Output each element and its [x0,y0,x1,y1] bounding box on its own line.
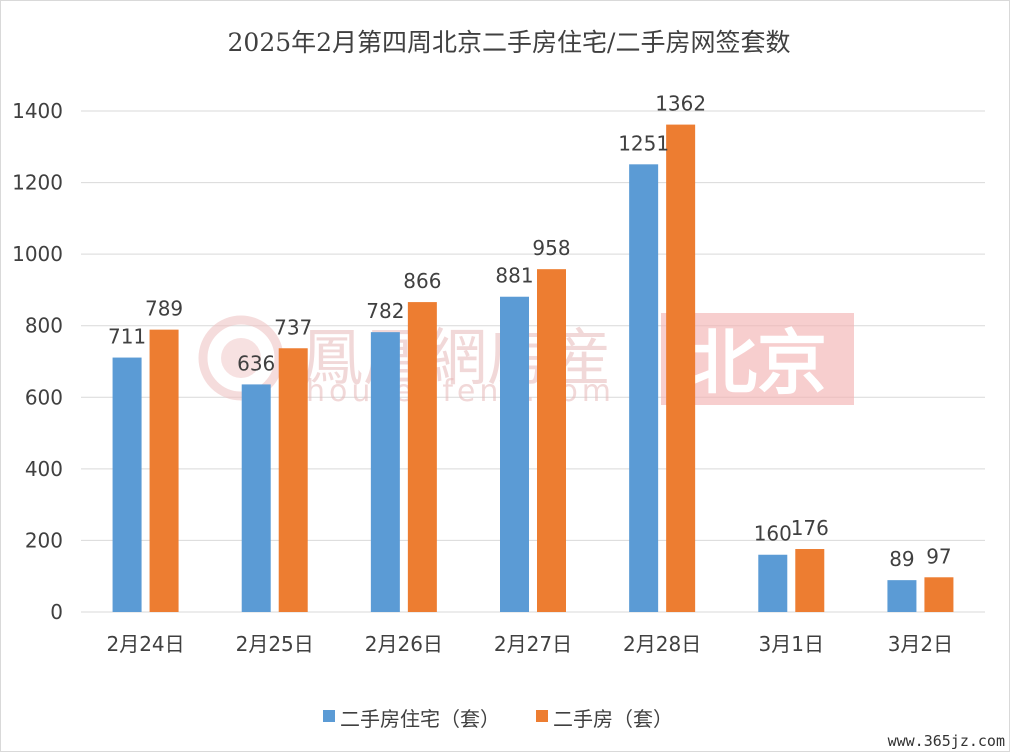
legend-swatch [536,710,548,722]
bar-total [795,549,825,612]
x-tick-label: 2月28日 [623,632,701,656]
data-label: 89 [889,547,914,571]
y-tick-label: 1000 [12,242,63,266]
data-label: 636 [237,351,275,375]
data-label: 176 [791,516,829,540]
data-label: 711 [108,325,146,349]
bar-total [149,329,179,612]
data-label: 97 [926,544,951,568]
y-tick-label: 400 [25,457,63,481]
x-axis-labels: 2月24日 2月25日 2月26日 2月27日 2月28日 3月1日 3月2日 [106,632,953,656]
bar-total [666,124,696,612]
legend-label: 二手房住宅（套） [340,707,500,731]
bar-total [278,348,308,612]
y-tick-label: 600 [25,385,63,409]
data-label: 737 [274,315,312,339]
y-tick-label: 1200 [12,171,63,195]
legend-label: 二手房（套） [553,707,673,731]
bar-total [537,269,566,612]
y-tick-label: 1400 [12,99,63,123]
bar-residential [500,296,529,612]
data-label: 866 [403,269,441,293]
data-label: 782 [366,299,404,323]
x-tick-label: 3月2日 [888,632,953,656]
bar-residential [758,554,788,612]
bars [112,124,954,612]
x-tick-label: 2月27日 [494,632,572,656]
bar-residential [629,164,659,612]
data-label: 1362 [655,92,706,116]
data-label: 789 [145,297,183,321]
data-label: 958 [532,236,570,260]
legend-swatch [323,710,335,722]
bar-residential [887,580,917,612]
data-label: 160 [754,522,792,546]
legend: 二手房住宅（套） 二手房（套） [323,707,673,731]
y-tick-label: 200 [25,528,63,552]
y-axis-labels: 0 200 400 600 800 1000 1200 1400 [12,99,63,624]
bar-residential [370,332,400,612]
y-tick-label: 800 [25,314,63,338]
data-label: 881 [495,264,533,288]
watermark-url: house.ifeng.com [306,374,615,409]
x-tick-label: 2月24日 [106,632,184,656]
data-label: 1251 [618,131,669,155]
chart-title: 2025年2月第四周北京二手房住宅/二手房网签套数 [228,28,791,57]
bar-total [924,577,954,612]
bar-residential [241,384,271,612]
x-tick-label: 3月1日 [759,632,824,656]
site-label: www.365jz.com [888,732,1005,750]
bar-total [407,302,437,612]
y-tick-label: 0 [50,600,63,624]
bar-residential [112,357,142,612]
x-tick-label: 2月26日 [365,632,443,656]
watermark-city: 北京 [687,322,827,404]
x-tick-label: 2月25日 [236,632,314,656]
